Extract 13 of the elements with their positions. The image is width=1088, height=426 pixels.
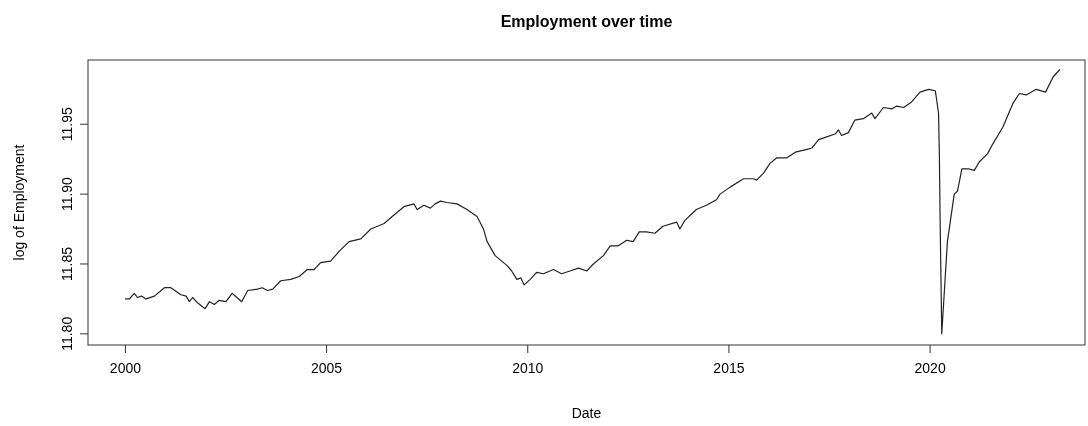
x-tick-label: 2010	[512, 360, 544, 376]
x-tick-label: 2000	[109, 360, 142, 376]
x-tick-label: 2015	[713, 360, 745, 376]
x-axis-title: Date	[571, 405, 602, 421]
chart-title: Employment over time	[500, 13, 673, 30]
y-tick-label: 11.80	[59, 316, 75, 351]
y-axis-title: log of Employment	[11, 144, 27, 261]
x-tick-label: 2005	[311, 360, 343, 376]
x-tick-label: 2020	[914, 360, 946, 376]
line-series	[124, 69, 1061, 335]
y-tick-label: 11.90	[59, 176, 75, 212]
y-tick-label: 11.95	[59, 107, 75, 142]
y-tick-label: 11.85	[59, 246, 75, 281]
